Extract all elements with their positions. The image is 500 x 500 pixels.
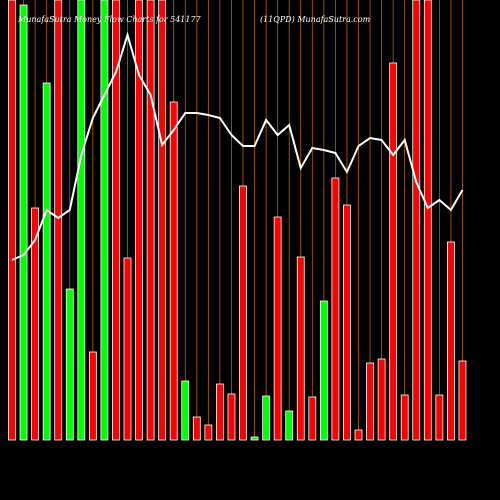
bar (285, 410, 294, 441)
bar (31, 207, 40, 441)
bar (8, 0, 16, 441)
bar (331, 177, 340, 441)
bar (181, 380, 190, 441)
bar (239, 185, 247, 441)
bar (446, 241, 455, 441)
bar (88, 351, 97, 441)
bar (100, 0, 109, 441)
bar (158, 0, 167, 441)
bar (377, 358, 386, 441)
bar (42, 82, 51, 441)
bar (458, 360, 467, 441)
bar (423, 0, 432, 441)
bar (389, 62, 398, 441)
bar (215, 383, 224, 441)
bar (123, 257, 132, 441)
chart-subtitle: (11QPD) MunafaSutra.com (260, 15, 371, 24)
bar (319, 300, 328, 441)
bar (343, 204, 351, 441)
bar (146, 0, 155, 441)
bar (262, 395, 271, 441)
bar (273, 216, 282, 441)
bar (354, 429, 363, 441)
bar (250, 436, 259, 441)
bar (366, 362, 374, 441)
bar (65, 288, 74, 441)
bar (112, 0, 120, 441)
bar (19, 4, 28, 441)
bar (227, 393, 236, 441)
bar (296, 256, 305, 441)
bar (400, 394, 409, 441)
chart-title: MunafaSutra Money Flow Charts for 541177 (17, 15, 202, 24)
bar (435, 394, 444, 441)
bar (308, 396, 317, 441)
bar (77, 0, 86, 441)
bar (412, 0, 421, 441)
price-line (11, 31, 464, 261)
bar (204, 424, 213, 441)
bar (169, 101, 178, 441)
bar (135, 0, 143, 441)
bar (54, 0, 63, 441)
bar (192, 416, 201, 441)
